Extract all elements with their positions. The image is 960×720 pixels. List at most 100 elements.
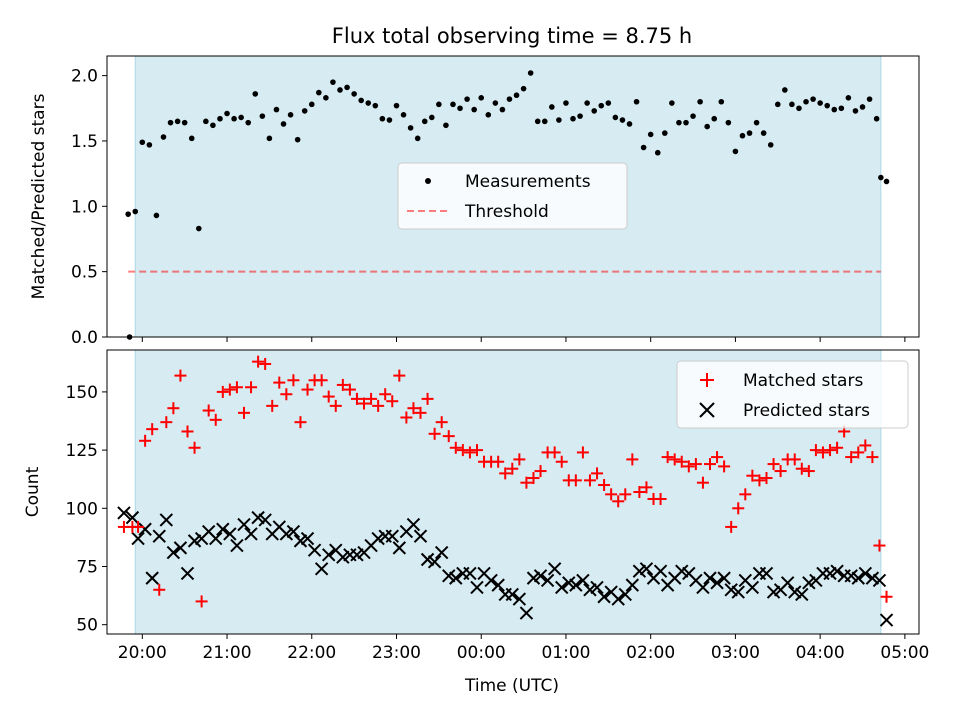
matched-star-point [336, 378, 349, 391]
bottom-legend-box [676, 360, 909, 429]
measurement-point [591, 108, 597, 114]
matched-star-point [188, 441, 201, 454]
predicted-star-point [152, 529, 166, 543]
bottom-y-ticks: 50 75 100 125 150 [66, 383, 107, 636]
measurement-point [231, 115, 237, 122]
matched-star-point [555, 455, 568, 468]
measurement-point [570, 115, 576, 122]
measurement-point [647, 131, 654, 138]
measurement-point [245, 119, 252, 126]
matched-star-point [534, 465, 547, 478]
matched-star-point [470, 444, 483, 457]
measurement-point [866, 96, 873, 102]
matched-star-point [209, 413, 222, 426]
top-y-axis-label: Matched/Predicted stars [29, 93, 49, 299]
predicted-star-point [470, 580, 484, 595]
predicted-star-point [703, 571, 717, 585]
predicted-star-point [759, 566, 774, 581]
matched-star-point [753, 474, 766, 487]
matched-star-point [640, 481, 653, 494]
measurement-point [238, 114, 244, 121]
measurement-point [316, 89, 322, 96]
predicted-star-point [795, 587, 809, 602]
measurement-point [577, 113, 583, 119]
measurement-point [711, 115, 718, 122]
measurement-point [803, 98, 809, 105]
matched-star-point [407, 402, 420, 415]
matched-star-point [513, 453, 526, 466]
measurement-point [739, 132, 746, 139]
measurement-point [259, 113, 266, 119]
predicted-star-point [159, 513, 174, 527]
measurement-point [188, 135, 195, 142]
measurement-point [400, 112, 407, 118]
predicted-star-point [307, 543, 322, 557]
matched-star-point [202, 404, 215, 417]
matched-star-point [393, 369, 406, 382]
matched-star-point [661, 451, 674, 464]
matched-star-point [774, 465, 787, 478]
measurement-point [358, 97, 364, 104]
predicted-star-point [830, 564, 844, 578]
measurement-point [732, 148, 739, 155]
measurement-point [280, 121, 287, 127]
measurement-point [878, 174, 884, 181]
predicted-star-point [406, 517, 421, 532]
measurement-point [421, 118, 428, 125]
top-legend-box [397, 162, 628, 230]
measurement-point [308, 101, 315, 108]
matched-star-point [181, 425, 194, 438]
predicted-star-point [512, 592, 527, 606]
matched-star-point [492, 455, 505, 468]
matched-star-point [195, 595, 208, 608]
measurement-point [471, 106, 477, 113]
measurement-point [824, 102, 831, 109]
predicted-star-point [286, 524, 301, 539]
matched-star-point [372, 399, 385, 412]
measurement-point [499, 106, 506, 113]
measurement-point [323, 95, 329, 101]
matched-star-point [682, 460, 695, 473]
matched-star-point [788, 453, 801, 466]
matched-star-point [873, 539, 886, 552]
measurement-point [273, 106, 280, 113]
measurement-point [379, 115, 386, 122]
matched-star-point [746, 469, 759, 482]
matched-star-point [795, 462, 808, 475]
measurement-point [782, 87, 788, 93]
top-axes-frame [106, 55, 920, 338]
measurement-point [640, 144, 647, 151]
measurement-point [478, 95, 485, 101]
predicted-star-point [209, 531, 223, 546]
measurement-point [690, 113, 696, 119]
legend-measurements-marker [425, 178, 431, 184]
matched-star-point [569, 474, 582, 487]
measurement-point [436, 101, 442, 108]
top-ytick-label: 0.0 [71, 328, 98, 348]
matched-star-point [428, 427, 441, 440]
matched-star-point [852, 446, 865, 459]
predicted-star-point [244, 527, 258, 541]
measurement-point [883, 178, 890, 185]
matched-star-point [880, 590, 893, 603]
matched-star-point [598, 479, 611, 492]
matched-star-point [612, 495, 625, 508]
matched-star-point [301, 383, 314, 396]
predicted-star-point [131, 531, 145, 546]
predicted-star-point [731, 585, 745, 599]
matched-star-point [866, 451, 879, 464]
matched-star-point [167, 402, 180, 415]
matched-star-point [767, 458, 780, 471]
measurement-point [457, 105, 463, 112]
top-x-ticks [141, 337, 906, 342]
matched-star-point [414, 406, 427, 419]
xtick-label: 20:00 [118, 643, 167, 663]
top-ytick-label: 2.0 [71, 67, 98, 87]
measurement-point [132, 208, 139, 215]
predicted-star-point [872, 573, 887, 588]
matched-star-point [252, 355, 265, 368]
xtick-label: 05:00 [880, 643, 929, 663]
matched-star-point [245, 381, 258, 394]
predicted-star-point [745, 580, 760, 595]
predicted-star-point [858, 566, 873, 581]
